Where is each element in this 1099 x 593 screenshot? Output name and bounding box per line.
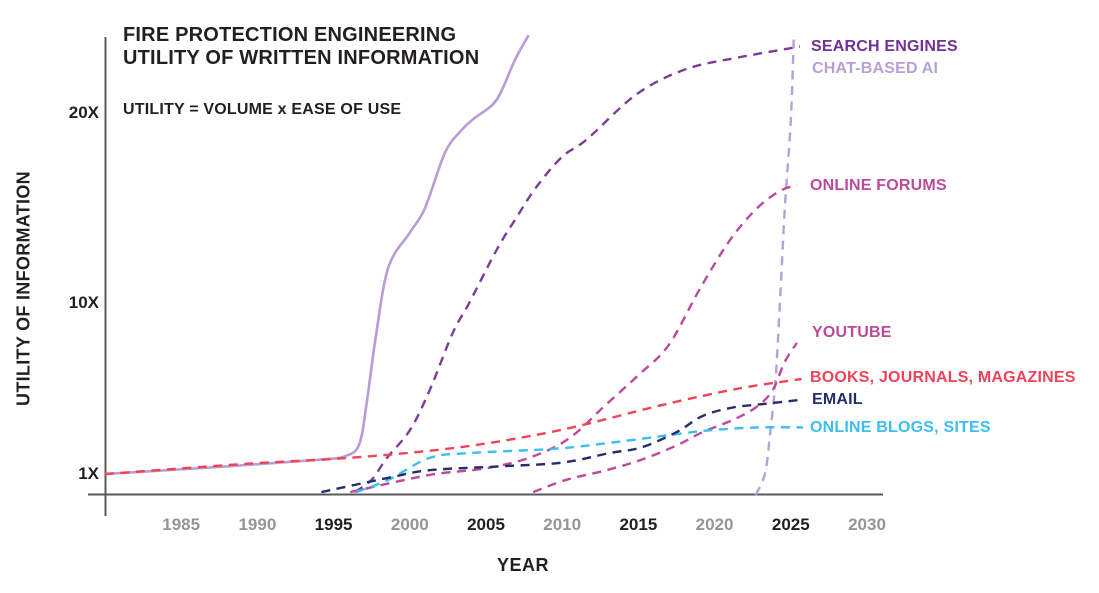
series-label-email: EMAIL	[812, 391, 863, 408]
series-line-youtube	[532, 342, 798, 494]
x-axis-title: YEAR	[496, 555, 549, 575]
chart-subtitle: UTILITY = VOLUME x EASE OF USE	[123, 101, 402, 118]
x-tick-2020: 2020	[695, 515, 734, 534]
series-label-online-blogs: ONLINE BLOGS, SITES	[810, 419, 991, 436]
series-label-chat-based-ai: CHAT-BASED AI	[812, 60, 939, 77]
series-label-books: BOOKS, JOURNALS, MAGAZINES	[810, 369, 1076, 386]
x-tick-2000: 2000	[390, 515, 429, 534]
series-line-books	[104, 377, 802, 476]
x-tick-1990: 1990	[238, 515, 277, 534]
series-line-unlabeled-solid-curve	[104, 34, 530, 476]
x-tick-1995: 1995	[314, 515, 353, 534]
series-label-search-engines: SEARCH ENGINES	[811, 38, 958, 55]
chart-title-line2: UTILITY OF WRITTEN INFORMATION	[123, 47, 480, 69]
series-line-online-blogs	[356, 426, 804, 494]
x-tick-2025: 2025	[771, 515, 810, 534]
series-line-chat-based-ai	[754, 36, 795, 496]
x-tick-2010: 2010	[543, 515, 582, 534]
x-tick-2005: 2005	[467, 515, 505, 534]
x-tick-1985: 1985	[162, 515, 201, 534]
y-axis-title: UTILITY OF INFORMATION	[13, 171, 34, 406]
y-tick-1X: 1X	[78, 464, 99, 483]
series-line-online-forums	[350, 184, 798, 494]
y-tick-20X: 20X	[68, 103, 99, 122]
series-label-youtube: YOUTUBE	[812, 324, 892, 341]
chart-title: FIRE PROTECTION ENGINEERING UTILITY OF W…	[123, 24, 479, 70]
x-tick-2030: 2030	[848, 515, 886, 534]
chart-title-line1: FIRE PROTECTION ENGINEERING	[123, 24, 457, 46]
series-label-online-forums: ONLINE FORUMS	[810, 177, 947, 194]
x-tick-2015: 2015	[619, 515, 658, 534]
series-line-email	[321, 398, 801, 494]
y-tick-10X: 10X	[68, 293, 99, 312]
series-line-search-engines	[354, 45, 801, 494]
